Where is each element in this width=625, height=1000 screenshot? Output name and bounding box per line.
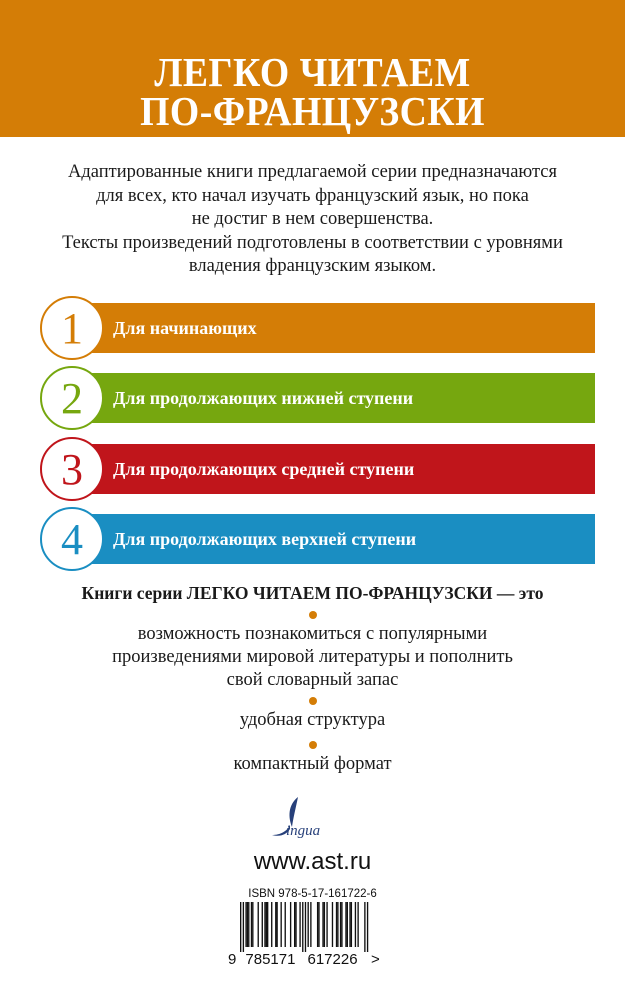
features-lead: Книги серии ЛЕГКО ЧИТАЕМ ПО-ФРАНЦУЗСКИ —… [81, 583, 544, 603]
feature-line: свой словарный запас [226, 670, 399, 690]
svg-text:ingua: ingua [286, 823, 320, 839]
level-4: 4 Для продолжающих верхней ступени [40, 507, 595, 571]
level-bar [85, 444, 595, 494]
barcode-bar [364, 902, 366, 952]
intro-text: Адаптированные книги предлагаемой серии … [20, 161, 605, 279]
isbn-label: ISBN 978-5-17-161722-6 [248, 888, 377, 900]
barcode-bar [271, 902, 273, 947]
level-3: 3 Для продолжающих средней ступени [40, 437, 595, 501]
series-title-line2: ПО-ФРАНЦУЗСКИ [140, 88, 485, 134]
barcode-bar [276, 902, 278, 947]
barcode-bar [265, 902, 267, 947]
level-number-badge: 3 [40, 437, 104, 501]
level-label: Для продолжающих верхней ступени [113, 529, 417, 549]
level-bar [85, 514, 595, 564]
lingua-logo: ingua [272, 797, 320, 839]
barcode-bar [294, 902, 296, 947]
intro-line: Адаптированные книги предлагаемой серии … [67, 162, 558, 182]
feature-item: компактный формат [0, 753, 625, 776]
cover-header: ЛЕГКО ЧИТАЕМ ПО-ФРАНЦУЗСКИ [0, 0, 625, 137]
bullet-dot-icon [308, 741, 317, 749]
barcode-bar [335, 902, 338, 947]
intro-line: владения французским языком. [188, 256, 437, 276]
barcode-digits: 9 [228, 951, 236, 968]
series-title-line1: ЛЕГКО ЧИТАЕМ [154, 49, 471, 95]
feature-line: произведениями мировой литературы и попо… [112, 647, 513, 667]
intro-line: не достиг в нем совершенства. [191, 209, 434, 229]
level-2: 2 Для продолжающих нижней ступени [40, 366, 595, 430]
level-number-badge: 1 [40, 296, 104, 360]
barcode-bar [326, 902, 328, 947]
barcode-bar [252, 902, 254, 947]
publisher-website: www.ast.ru [253, 848, 372, 875]
isbn-barcode: 9 785171 617226 > [228, 902, 380, 968]
barcode-bar [289, 902, 292, 947]
level-label: Для начинающих [113, 318, 257, 338]
barcode-bar [242, 902, 245, 952]
barcode-bar [264, 902, 266, 947]
intro-line: Тексты произведений подготовлены в соотв… [62, 232, 563, 253]
barcode-bar [304, 902, 307, 952]
barcode-bar [257, 902, 259, 947]
barcode-bar [280, 902, 282, 947]
level-1: 1 Для начинающих [40, 296, 595, 360]
bullet-dot-icon [308, 697, 317, 705]
features-list: Книги серии ЛЕГКО ЧИТАЕМ ПО-ФРАНЦУЗСКИ —… [0, 580, 625, 776]
feature-line: возможность познакомиться с популярными [137, 624, 488, 644]
barcode-bar [346, 902, 348, 947]
feature-item: удобная структура [0, 709, 625, 732]
level-number-badge: 4 [40, 507, 104, 571]
barcode-bar [345, 902, 347, 947]
barcode-bar [246, 902, 249, 947]
barcode-digits: > [371, 951, 380, 968]
level-bar [85, 303, 595, 353]
level-label: Для продолжающих нижней ступени [113, 388, 414, 408]
barcode-bar [261, 902, 263, 947]
barcode-digits: 617226 [308, 951, 358, 968]
barcode-bar [267, 902, 269, 947]
barcode-bar [310, 902, 312, 947]
barcode-bar [284, 902, 286, 947]
barcode-bar [350, 902, 353, 947]
barcode-bar [275, 902, 277, 947]
barcode-digits: 785171 [245, 951, 295, 968]
level-label: Для продолжающих средней ступени [113, 459, 415, 479]
barcode-bar [302, 902, 304, 952]
barcode-bar [316, 902, 319, 947]
barcode-bar [295, 902, 297, 947]
barcode-bar [307, 902, 309, 947]
barcode-bar [240, 902, 242, 952]
barcode-bar [349, 902, 351, 947]
barcode-bar [248, 902, 250, 947]
intro-line: для всех, кто начал изучать французский … [96, 185, 529, 206]
barcode-bar [250, 902, 253, 947]
feature-line: удобная структура [239, 710, 386, 730]
barcode-bar [337, 902, 339, 947]
feature-item: возможность познакомиться с популярными … [0, 623, 625, 692]
barcode-bar [357, 902, 359, 947]
barcode-bar [299, 902, 301, 947]
barcode-bar [339, 902, 342, 947]
barcode-bar [323, 902, 326, 947]
barcode-bar [354, 902, 357, 947]
barcode-bar [366, 902, 369, 952]
barcode-bar [331, 902, 334, 947]
barcode-bar [245, 902, 247, 947]
level-bar [85, 373, 595, 423]
barcode-bar [318, 902, 320, 947]
level-number-badge: 2 [40, 366, 104, 430]
bullet-dot-icon [308, 611, 317, 619]
barcode-bar [341, 902, 343, 947]
barcode-bar [322, 902, 324, 947]
feature-line: компактный формат [233, 754, 392, 774]
